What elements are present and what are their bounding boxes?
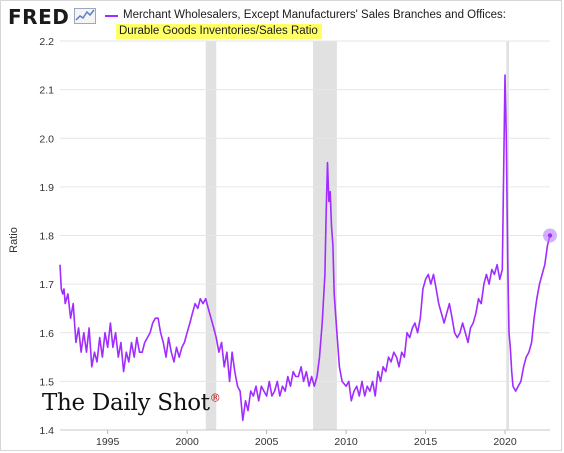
legend-swatch [105,15,118,17]
fred-logo[interactable]: FRED [8,5,70,29]
y-tick-label: 1.5 [39,376,54,388]
x-tick-labels: 1995 2000 2005 2010 2015 2020 [60,429,550,448]
series-line-0 [59,74,551,422]
grid-lines [60,40,550,431]
chart-header: FRED Merchant Wholesalers, Except Manufa… [6,5,558,41]
line-chart-icon [74,8,96,24]
watermark-registered-mark: ® [209,391,221,405]
y-tick-label: 2.1 [39,85,54,97]
x-tick-label: 2000 [175,436,199,448]
series-layer [59,74,557,422]
x-tick-label: 2005 [255,436,279,448]
y-tick-label: 1.9 [39,182,54,194]
y-tick-label: 1.4 [39,425,54,437]
watermark-text: The Daily Shot [42,390,210,416]
y-tick-label: 2.0 [39,133,54,145]
last-point-marker [547,233,553,238]
x-tick-label: 2010 [334,436,358,448]
y-tick-label: 1.6 [39,328,54,340]
legend-series-subtitle: Durable Goods Inventories/Sales Ratio [116,24,322,39]
y-tick-label: 1.8 [39,231,54,243]
x-tick-label: 1995 [96,436,120,448]
x-tick-label: 2020 [493,436,517,448]
x-tick-label: 2015 [414,436,438,448]
watermark-logo: The Daily Shot® [42,390,221,416]
y-tick-label: 1.7 [39,279,54,291]
y-tick-label: 2.2 [39,36,54,48]
y-tick-labels: 1.4 1.5 1.6 1.7 1.8 1.9 2.0 2.1 2.2 [39,36,54,437]
legend-series-title: Merchant Wholesalers, Except Manufacture… [123,9,506,21]
